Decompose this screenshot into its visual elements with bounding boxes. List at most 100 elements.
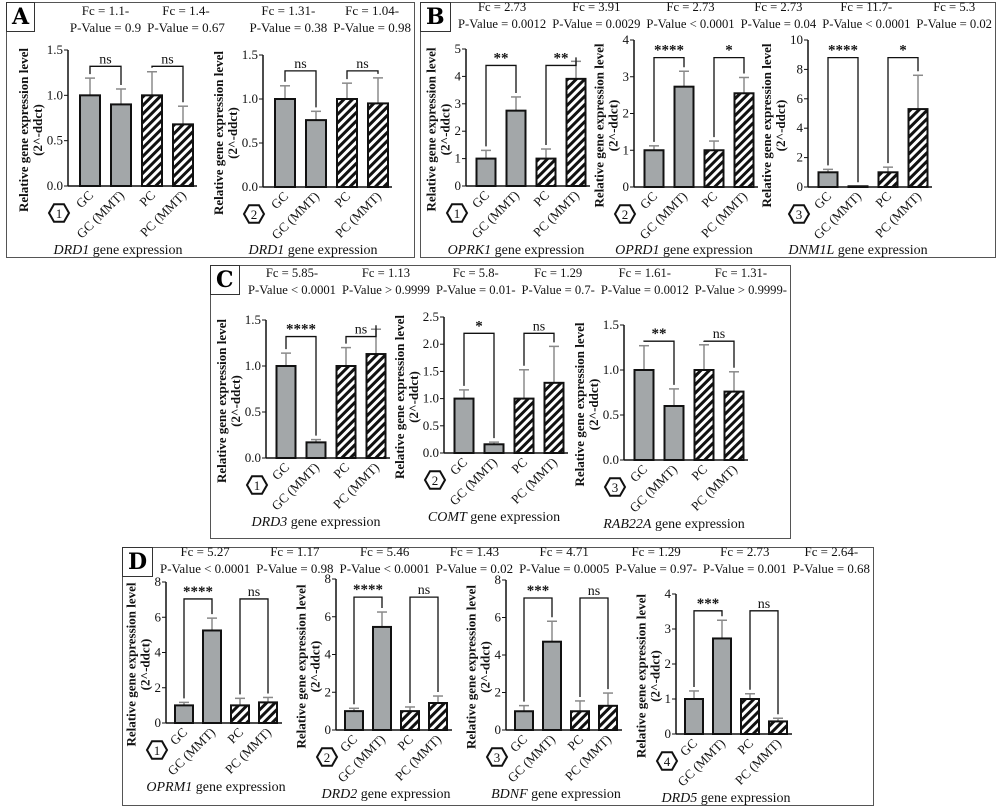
significance-label: ** (652, 326, 667, 342)
y-tick-label: 1 (623, 142, 630, 157)
fold-change-label: Fc = 1.29 (534, 265, 582, 280)
chart-number: 2 (324, 750, 331, 765)
p-value-label: P-Value = 0.7- (522, 282, 595, 297)
gene-label: DRD3 gene expression (250, 515, 380, 530)
gene-label: DRD2 gene expression (320, 787, 450, 802)
chart-number: 1 (454, 206, 461, 221)
p-value-label: P-Value = 0.0012 (458, 16, 546, 31)
significance-bracket (345, 325, 377, 344)
bar (483, 443, 505, 454)
significance-label: *** (697, 596, 720, 612)
y-tick-label: 3 (455, 96, 462, 111)
y-tick-label: 1.0 (245, 358, 261, 373)
bar (453, 397, 475, 455)
bar (570, 710, 590, 731)
chart-number: 3 (796, 207, 803, 222)
fold-change-label: Fc = 1.61- (619, 265, 671, 280)
y-tick-label: 2 (797, 150, 804, 165)
x-tick-label: PC (734, 736, 756, 758)
gene-label: DRD1 gene expression (52, 243, 182, 258)
gene-name: DRD5 (660, 791, 697, 806)
bar (733, 92, 755, 188)
gene-label: DRD5 gene expression (660, 791, 790, 806)
significance-label: ** (494, 50, 509, 66)
x-tick-label: GC (73, 188, 96, 211)
y-tick-label: 1.5 (423, 363, 439, 378)
significance-bracket (887, 56, 919, 164)
significance-bracket (523, 597, 553, 702)
bar (305, 441, 327, 459)
panel-label: C (210, 265, 240, 295)
chart-number: 3 (494, 750, 501, 765)
significance-label: ns (294, 57, 306, 72)
gene-name: RAB22A (602, 517, 652, 532)
p-value-label: P-Value = 0.001 (703, 561, 787, 576)
bar (535, 157, 557, 188)
y-axis-label: Relative gene expression level (759, 43, 774, 207)
y-tick-label: 0.0 (423, 445, 439, 460)
significance-label: **** (828, 43, 858, 59)
y-tick-label: 5 (455, 41, 462, 56)
y-tick-label: 2 (455, 123, 462, 138)
panel-label: B (420, 2, 451, 32)
y-tick-label: 0.5 (245, 404, 261, 419)
bar (723, 390, 745, 462)
bar (693, 369, 715, 461)
y-axis-label: Relative gene expression level (572, 322, 587, 486)
panel-d: D (122, 547, 874, 806)
y-axis-label-unit: (2^-ddct) (606, 100, 621, 152)
gene-label: OPRM1 gene expression (146, 780, 285, 795)
hexagon-badge-icon (787, 204, 811, 224)
fold-change-label: Fc = 5.46 (360, 544, 410, 559)
gene-label-suffix: gene expression (528, 787, 621, 802)
y-axis-label: Relative gene expression level (392, 315, 407, 479)
significance-bracket (346, 70, 379, 80)
fold-change-label: Fc = 2.73 (666, 0, 714, 14)
significance-bracket (523, 332, 555, 366)
significance-label: ns (588, 584, 600, 599)
y-tick-label: 2 (623, 106, 630, 121)
hexagon-badge-icon (145, 740, 169, 760)
p-value-label: P-Value = 0.04 (741, 16, 817, 31)
significance-label: ns (99, 52, 111, 67)
y-tick-label: 3 (665, 621, 672, 636)
bar (643, 149, 665, 188)
bar (542, 640, 562, 731)
significance-label: ns (248, 585, 260, 600)
panel-label: D (122, 547, 154, 577)
y-tick-label: 1.0 (603, 362, 619, 377)
gene-name: OPRM1 (146, 780, 192, 795)
y-tick-label: 0.0 (245, 450, 261, 465)
significance-bracket (827, 56, 859, 183)
bar (514, 710, 534, 731)
y-tick-label: 1 (455, 151, 462, 166)
x-tick-label: PC (530, 188, 552, 210)
chart-number: 1 (56, 206, 63, 221)
significance-label: **** (286, 322, 316, 338)
x-tick-label: PC (688, 462, 710, 484)
hexagon-badge-icon (245, 475, 269, 495)
gene-label: BDNF gene expression (491, 787, 621, 802)
gene-name: OPRD1 (615, 243, 659, 258)
bar (907, 108, 929, 188)
significance-bracket (703, 340, 735, 368)
fold-change-label: Fc = 11.7- (840, 0, 892, 14)
gene-label-suffix: gene expression (660, 243, 753, 258)
hexagon-badge-icon (423, 470, 447, 490)
fold-change-label: Fc = 2.73 (478, 0, 526, 14)
y-tick-label: 0 (665, 726, 672, 741)
bar (172, 123, 194, 187)
bar (513, 397, 535, 455)
y-axis-label: Relative gene expression level (211, 51, 226, 215)
significance-bracket (713, 56, 745, 138)
p-value-label: P-Value = 0.01- (436, 282, 516, 297)
x-tick-label: GC (268, 189, 291, 212)
gene-label: DNM1L gene expression (787, 243, 927, 258)
bar (400, 710, 420, 731)
significance-bracket (151, 65, 184, 103)
y-tick-label: 4 (455, 68, 462, 83)
y-tick-label: 4 (665, 586, 672, 601)
y-tick-label: 2.5 (423, 309, 439, 324)
